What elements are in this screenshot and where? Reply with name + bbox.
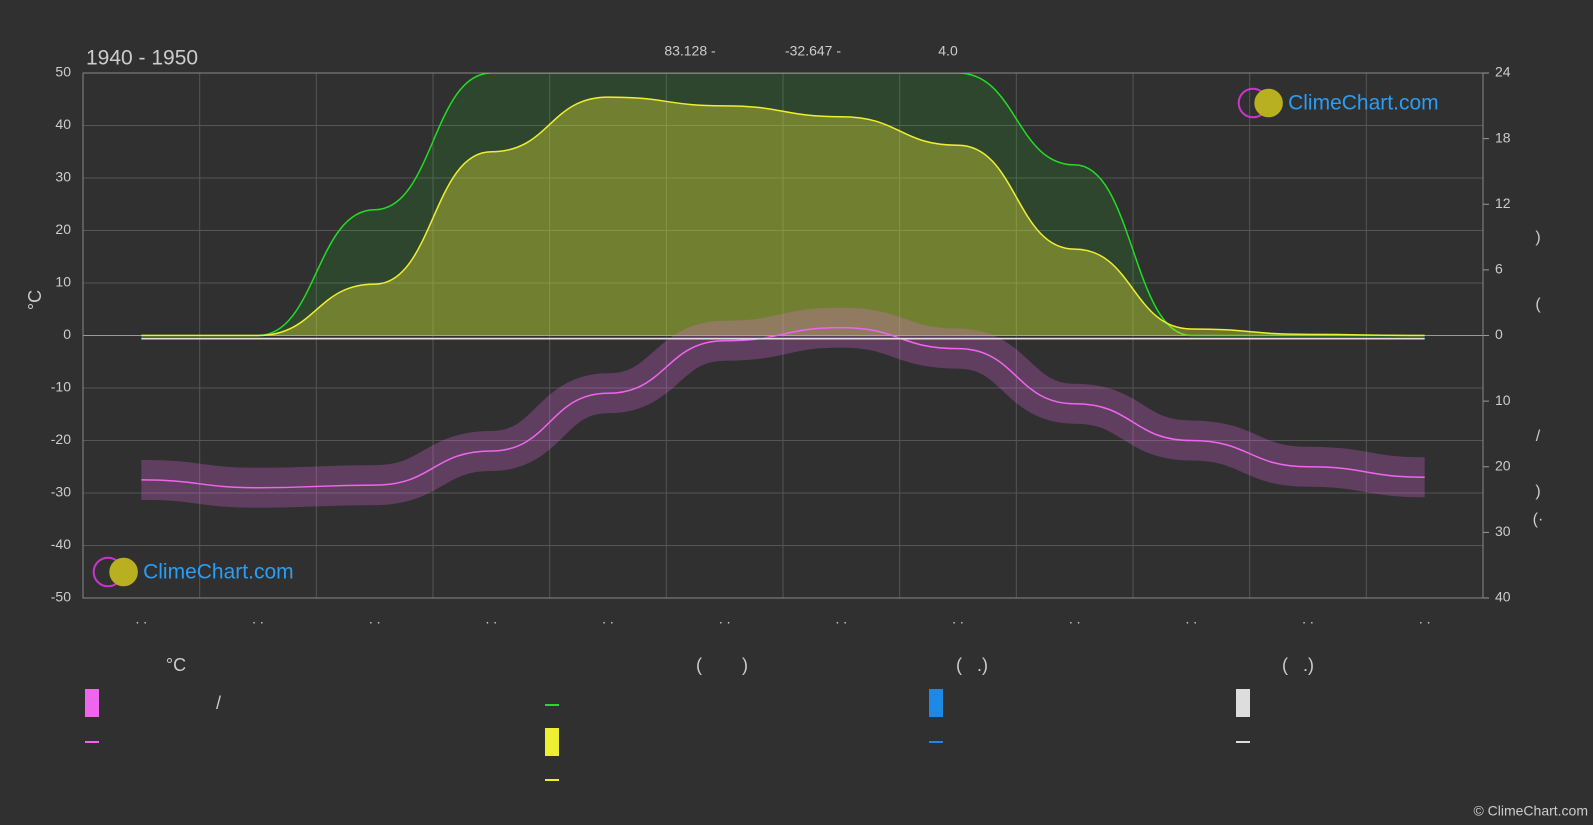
series-line — [141, 326, 1425, 489]
y-tick-label: -20 — [51, 431, 71, 447]
x-tick-label: . . — [602, 611, 614, 627]
x-tick-label: . . — [719, 611, 731, 627]
x-tick-label: . . — [1419, 611, 1431, 627]
logo-sun — [1254, 88, 1283, 118]
x-tick-label: . . — [1069, 611, 1081, 627]
legend-header: ( .) — [1282, 655, 1314, 675]
y-tick-label: -30 — [51, 484, 71, 500]
x-tick-label: . . — [252, 611, 264, 627]
y-tick-label: 30 — [55, 169, 71, 185]
y2-tick-label: 24 — [1495, 64, 1511, 80]
y3-tick-label: 10 — [1495, 392, 1511, 408]
y-tick-label: -50 — [51, 589, 71, 605]
chart-title: 1940 - 1950 — [86, 47, 198, 70]
annotation: -32.647 - — [785, 43, 841, 59]
x-tick-label: . . — [485, 611, 497, 627]
legend-header: °C — [166, 655, 186, 675]
y2-axis-label: ) — [1535, 229, 1540, 246]
logo-sun — [109, 557, 138, 587]
y-tick-label: 40 — [55, 116, 71, 132]
legend-swatch — [85, 689, 99, 717]
watermark: ClimeChart.com — [143, 561, 294, 584]
y2-tick-label: 0 — [1495, 326, 1503, 342]
y2-axis-label: ( — [1535, 296, 1541, 313]
y-tick-label: 10 — [55, 274, 71, 290]
y2-tick-label: 18 — [1495, 129, 1511, 145]
y2-axis-label: ) — [1535, 483, 1540, 500]
y-tick-label: -40 — [51, 536, 71, 552]
y2-axis-label: / — [1536, 428, 1541, 445]
x-tick-label: . . — [952, 611, 964, 627]
x-tick-label: . . — [835, 611, 847, 627]
series-line — [141, 96, 1425, 337]
y-tick-label: 0 — [63, 326, 71, 342]
y3-tick-label: 40 — [1495, 589, 1511, 605]
y-tick-label: 50 — [55, 64, 71, 80]
legend-swatch — [1236, 689, 1250, 717]
x-tick-label: . . — [135, 611, 147, 627]
annotation: 4.0 — [938, 43, 958, 59]
x-tick-label: . . — [1302, 611, 1314, 627]
x-tick-label: . . — [1185, 611, 1197, 627]
y3-tick-label: 30 — [1495, 523, 1511, 539]
series-area — [141, 73, 1425, 336]
y2-axis-label: (· — [1533, 511, 1544, 528]
y2-tick-label: 6 — [1495, 261, 1503, 277]
y-axis-label: °C — [25, 290, 45, 310]
legend-swatch — [929, 689, 943, 717]
y2-tick-label: 12 — [1495, 195, 1511, 211]
legend-header: ( ) — [696, 655, 748, 675]
legend-label: / — [216, 693, 221, 713]
annotation: 83.128 - — [664, 43, 716, 59]
copyright: © ClimeChart.com — [1473, 803, 1588, 819]
series-line — [141, 73, 1425, 337]
legend-swatch — [545, 728, 559, 756]
watermark: ClimeChart.com — [1288, 92, 1439, 115]
legend-header: ( .) — [956, 655, 988, 675]
series-area — [141, 97, 1425, 336]
x-tick-label: . . — [369, 611, 381, 627]
y-tick-label: 20 — [55, 221, 71, 237]
y3-tick-label: 20 — [1495, 457, 1511, 473]
y-tick-label: -10 — [51, 379, 71, 395]
